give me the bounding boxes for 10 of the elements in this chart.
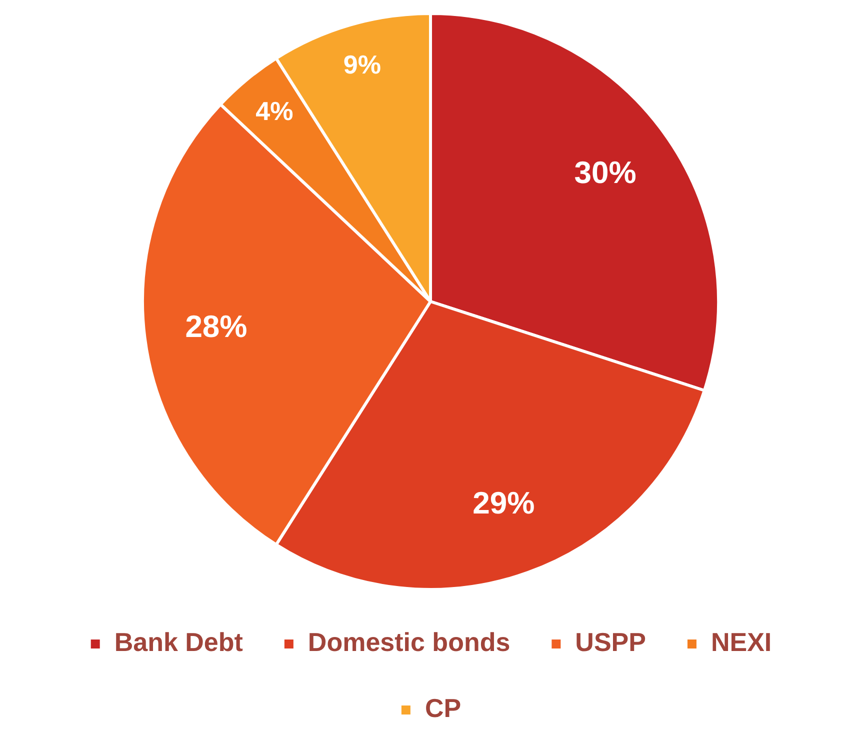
data-label: 29%: [472, 485, 535, 520]
legend-label: Bank Debt: [114, 627, 244, 658]
data-label: 4%: [256, 96, 294, 126]
legend-label: CP: [424, 693, 462, 724]
data-label: 28%: [185, 309, 248, 344]
data-label: 30%: [574, 155, 636, 190]
legend-label: NEXI: [710, 627, 772, 658]
legend-label: USPP: [575, 627, 646, 658]
legend-label: Domestic bonds: [308, 627, 510, 658]
data-label: 9%: [343, 50, 381, 80]
